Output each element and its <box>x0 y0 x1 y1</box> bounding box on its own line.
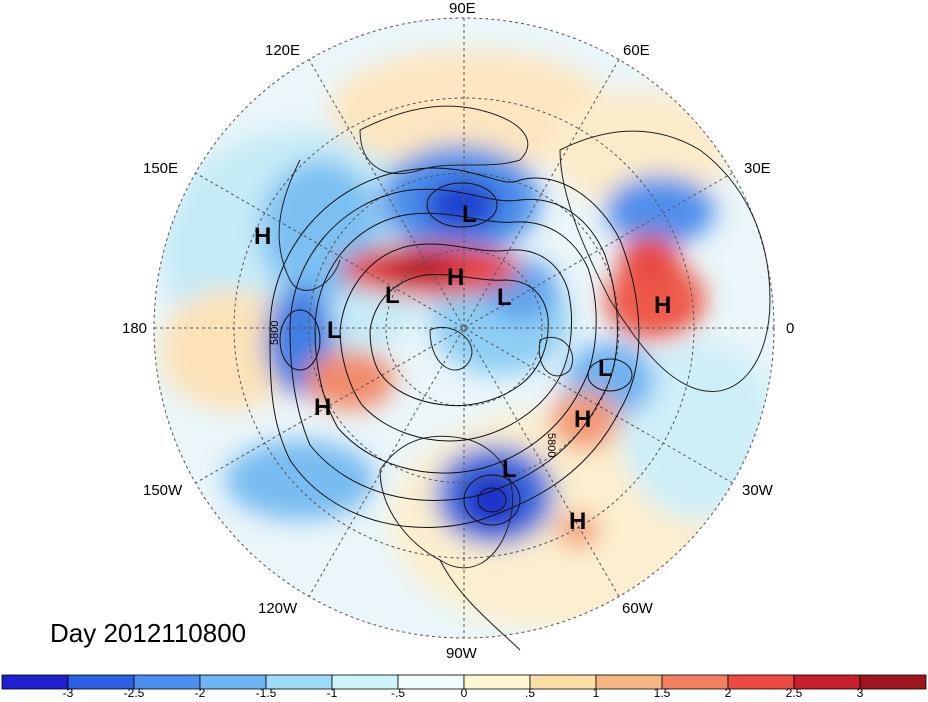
colorbar-swatch <box>529 674 597 690</box>
colorbar-swatch <box>1 674 69 690</box>
graticule <box>153 17 775 639</box>
lon-label: 90E <box>449 0 476 17</box>
low-marker: L <box>502 456 517 483</box>
colorbar-tick-label: 0 <box>460 686 468 700</box>
lon-label: 30E <box>744 160 771 177</box>
colorbar-swatch <box>793 674 861 690</box>
low-marker: L <box>497 284 512 311</box>
high-marker: H <box>654 292 671 319</box>
high-marker: H <box>314 394 331 421</box>
height-contours <box>269 167 640 528</box>
low-marker: L <box>598 355 613 382</box>
colorbar-tick-label: 2 <box>724 686 732 700</box>
high-marker: H <box>254 223 271 250</box>
high-marker: H <box>569 508 586 535</box>
high-marker: H <box>447 264 464 291</box>
pressure-system-markers: H L H L L L H L H H L H <box>254 201 671 535</box>
lon-label: 150W <box>143 482 183 499</box>
colorbar-tick-label: -1.5 <box>255 686 277 700</box>
colorbar-tick-label: -3 <box>62 686 74 700</box>
colorbar-tick-label: .5 <box>524 686 536 700</box>
colorbar <box>1 674 927 690</box>
low-marker: L <box>327 317 342 344</box>
lon-label: 90W <box>446 645 477 662</box>
lon-label: 150E <box>143 160 179 177</box>
colorbar-swatch <box>397 674 465 690</box>
lon-label: 60W <box>622 600 653 617</box>
colorbar-swatch <box>595 674 663 690</box>
colorbar-tick-label: -2 <box>194 686 206 700</box>
colorbar-tick-label: 1 <box>592 686 600 700</box>
contour-label: 5800 <box>545 433 557 457</box>
colorbar-swatch <box>859 674 927 690</box>
colorbar-swatch <box>331 674 399 690</box>
colorbar-tick-label: 3 <box>856 686 864 700</box>
low-marker: L <box>385 282 400 309</box>
colorbar-swatch <box>727 674 795 690</box>
high-marker: H <box>574 406 591 433</box>
colorbar-tick-label: -2.5 <box>123 686 145 700</box>
lon-label: 0 <box>786 320 795 337</box>
colorbar-swatch <box>463 674 531 690</box>
contour-label: 5800 <box>269 321 281 345</box>
colorbar-tick-label: 2.5 <box>785 686 803 700</box>
lon-label: 30W <box>742 482 773 499</box>
anomaly-field <box>160 50 774 630</box>
lon-label: 120W <box>258 600 298 617</box>
low-marker: L <box>462 201 477 228</box>
colorbar-tick-label: -.5 <box>390 686 406 700</box>
colorbar-tick-label: -1 <box>326 686 338 700</box>
colorbar-swatch <box>661 674 729 690</box>
lon-label: 60E <box>623 42 650 59</box>
colorbar-tick-label: 1.5 <box>653 686 671 700</box>
lon-label: 180 <box>122 320 148 337</box>
lon-label: 120E <box>265 42 301 59</box>
date-title: Day 2012110800 <box>50 618 247 648</box>
